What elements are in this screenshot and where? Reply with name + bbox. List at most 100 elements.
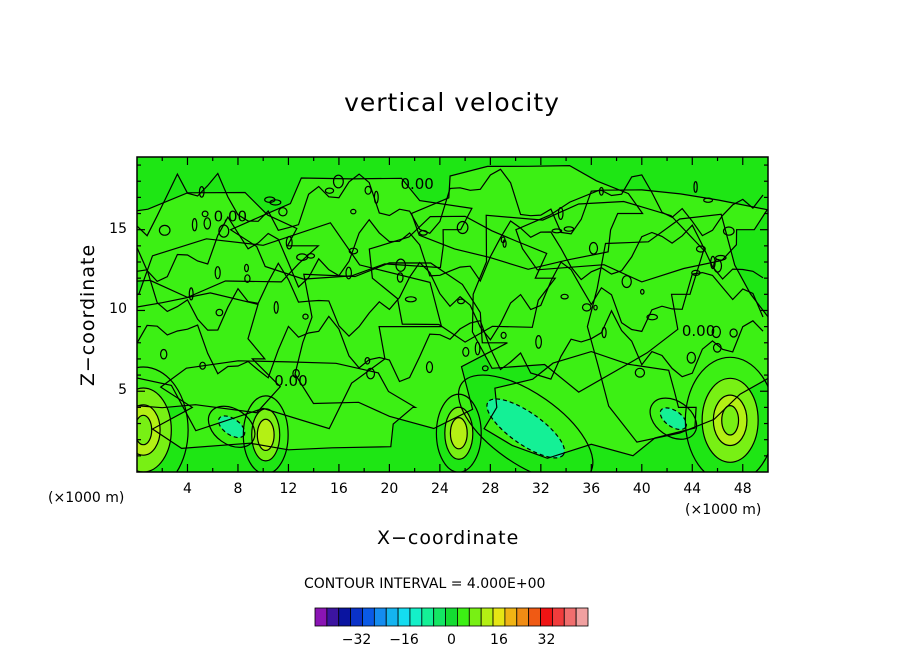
contour-line (581, 303, 592, 312)
contour-line (474, 341, 481, 356)
x-tick-label: 36 (582, 481, 601, 497)
colorbar-swatch (362, 607, 375, 627)
colorbar-swatch (492, 607, 506, 627)
contour-line (714, 254, 727, 261)
x-tick-label: 28 (481, 481, 500, 497)
contour-line (251, 408, 281, 462)
colorbar-swatch (551, 607, 565, 627)
positive-region-fill (137, 415, 152, 445)
contour-line (396, 272, 404, 283)
contour-line (601, 326, 607, 339)
colorbar-swatch (563, 607, 577, 627)
contour-line (563, 226, 575, 232)
contour-line (722, 226, 735, 236)
contour-line (302, 313, 309, 320)
contour-line (535, 335, 542, 349)
y-tick-label: 10 (109, 301, 127, 318)
contour-line (229, 177, 473, 280)
contour-line (456, 220, 469, 235)
contour-line (137, 215, 764, 289)
contour-line (462, 346, 470, 357)
contour-label: 0.00 (400, 175, 433, 193)
contour-line (457, 374, 594, 472)
x-unit-label: (×1000 m) (48, 490, 125, 506)
contour-line (373, 190, 379, 204)
contour-line (457, 298, 466, 305)
contour-line (395, 258, 406, 272)
plot-frame (136, 156, 769, 473)
contour-line (306, 253, 316, 259)
contour-line (686, 351, 697, 364)
contour-line (659, 407, 688, 431)
contour-line (729, 328, 738, 338)
contour-line (410, 164, 644, 270)
x-tick-label: 32 (531, 481, 550, 497)
colorbar-swatch (468, 607, 482, 627)
contour-line (691, 269, 701, 276)
x-tick-label: 44 (683, 481, 702, 497)
contour-line (244, 274, 251, 284)
contour-line (215, 308, 224, 317)
contour-line (269, 199, 282, 206)
x-tick-label: 16 (329, 481, 348, 497)
positive-region-fill (721, 405, 739, 436)
colorbar-swatch (480, 607, 494, 627)
contour-line (621, 275, 632, 289)
contour-line (703, 197, 714, 203)
colorbar-swatch (528, 607, 541, 627)
colorbar-tick-label: 0 (447, 632, 456, 648)
contour-line (593, 304, 598, 311)
contour-line (201, 210, 209, 218)
contour-line (324, 187, 335, 194)
contour-line (332, 174, 344, 189)
contour-line (256, 418, 275, 452)
colorbar (314, 607, 589, 627)
colorbar-swatch (457, 607, 470, 627)
contour-line (364, 356, 371, 365)
contour-line (639, 288, 645, 295)
y-tick-label: 15 (109, 220, 127, 237)
colorbar-swatch (314, 607, 328, 627)
contour-line (218, 224, 230, 238)
contour-line (598, 186, 604, 196)
contour-line (634, 367, 646, 378)
x-tick-label: 48 (733, 481, 752, 497)
contour-line (137, 191, 320, 299)
contour-line (404, 296, 417, 303)
contour-line (557, 207, 564, 221)
contour-line (695, 245, 706, 253)
y-tick-label: 5 (118, 382, 127, 399)
colorbar-swatch (326, 607, 340, 627)
contour-line (588, 241, 599, 255)
contour-line (203, 217, 212, 230)
contour-line (350, 208, 357, 215)
contour-line (502, 239, 507, 248)
contour-line (649, 397, 698, 440)
contour-line (137, 261, 764, 341)
contour-label: 0.00 (682, 322, 715, 340)
contour-line (191, 217, 198, 232)
contour-line (285, 235, 293, 250)
x-tick-label: 8 (233, 481, 243, 497)
contour-line (364, 185, 372, 195)
contour-line (278, 207, 288, 217)
colorbar-tick-label: −16 (389, 632, 419, 648)
colorbar-swatch (338, 607, 352, 627)
colorbar-swatch (504, 607, 518, 627)
contour-line (500, 331, 507, 339)
colorbar-swatch (397, 607, 411, 627)
contour-line (292, 368, 300, 379)
contour-line (721, 405, 740, 436)
contour-line (198, 185, 205, 198)
x-tick-label: 20 (380, 481, 399, 497)
contour-line (214, 266, 221, 280)
contour-line (425, 361, 434, 374)
contour-line (159, 348, 168, 360)
x-tick-label: 24 (430, 481, 449, 497)
negative-region-fill (660, 407, 687, 430)
contour-line (137, 168, 764, 237)
x-tick-label: 12 (279, 481, 298, 497)
contour-line (560, 293, 569, 300)
contour-line (217, 415, 246, 439)
colorbar-swatch (540, 607, 553, 627)
